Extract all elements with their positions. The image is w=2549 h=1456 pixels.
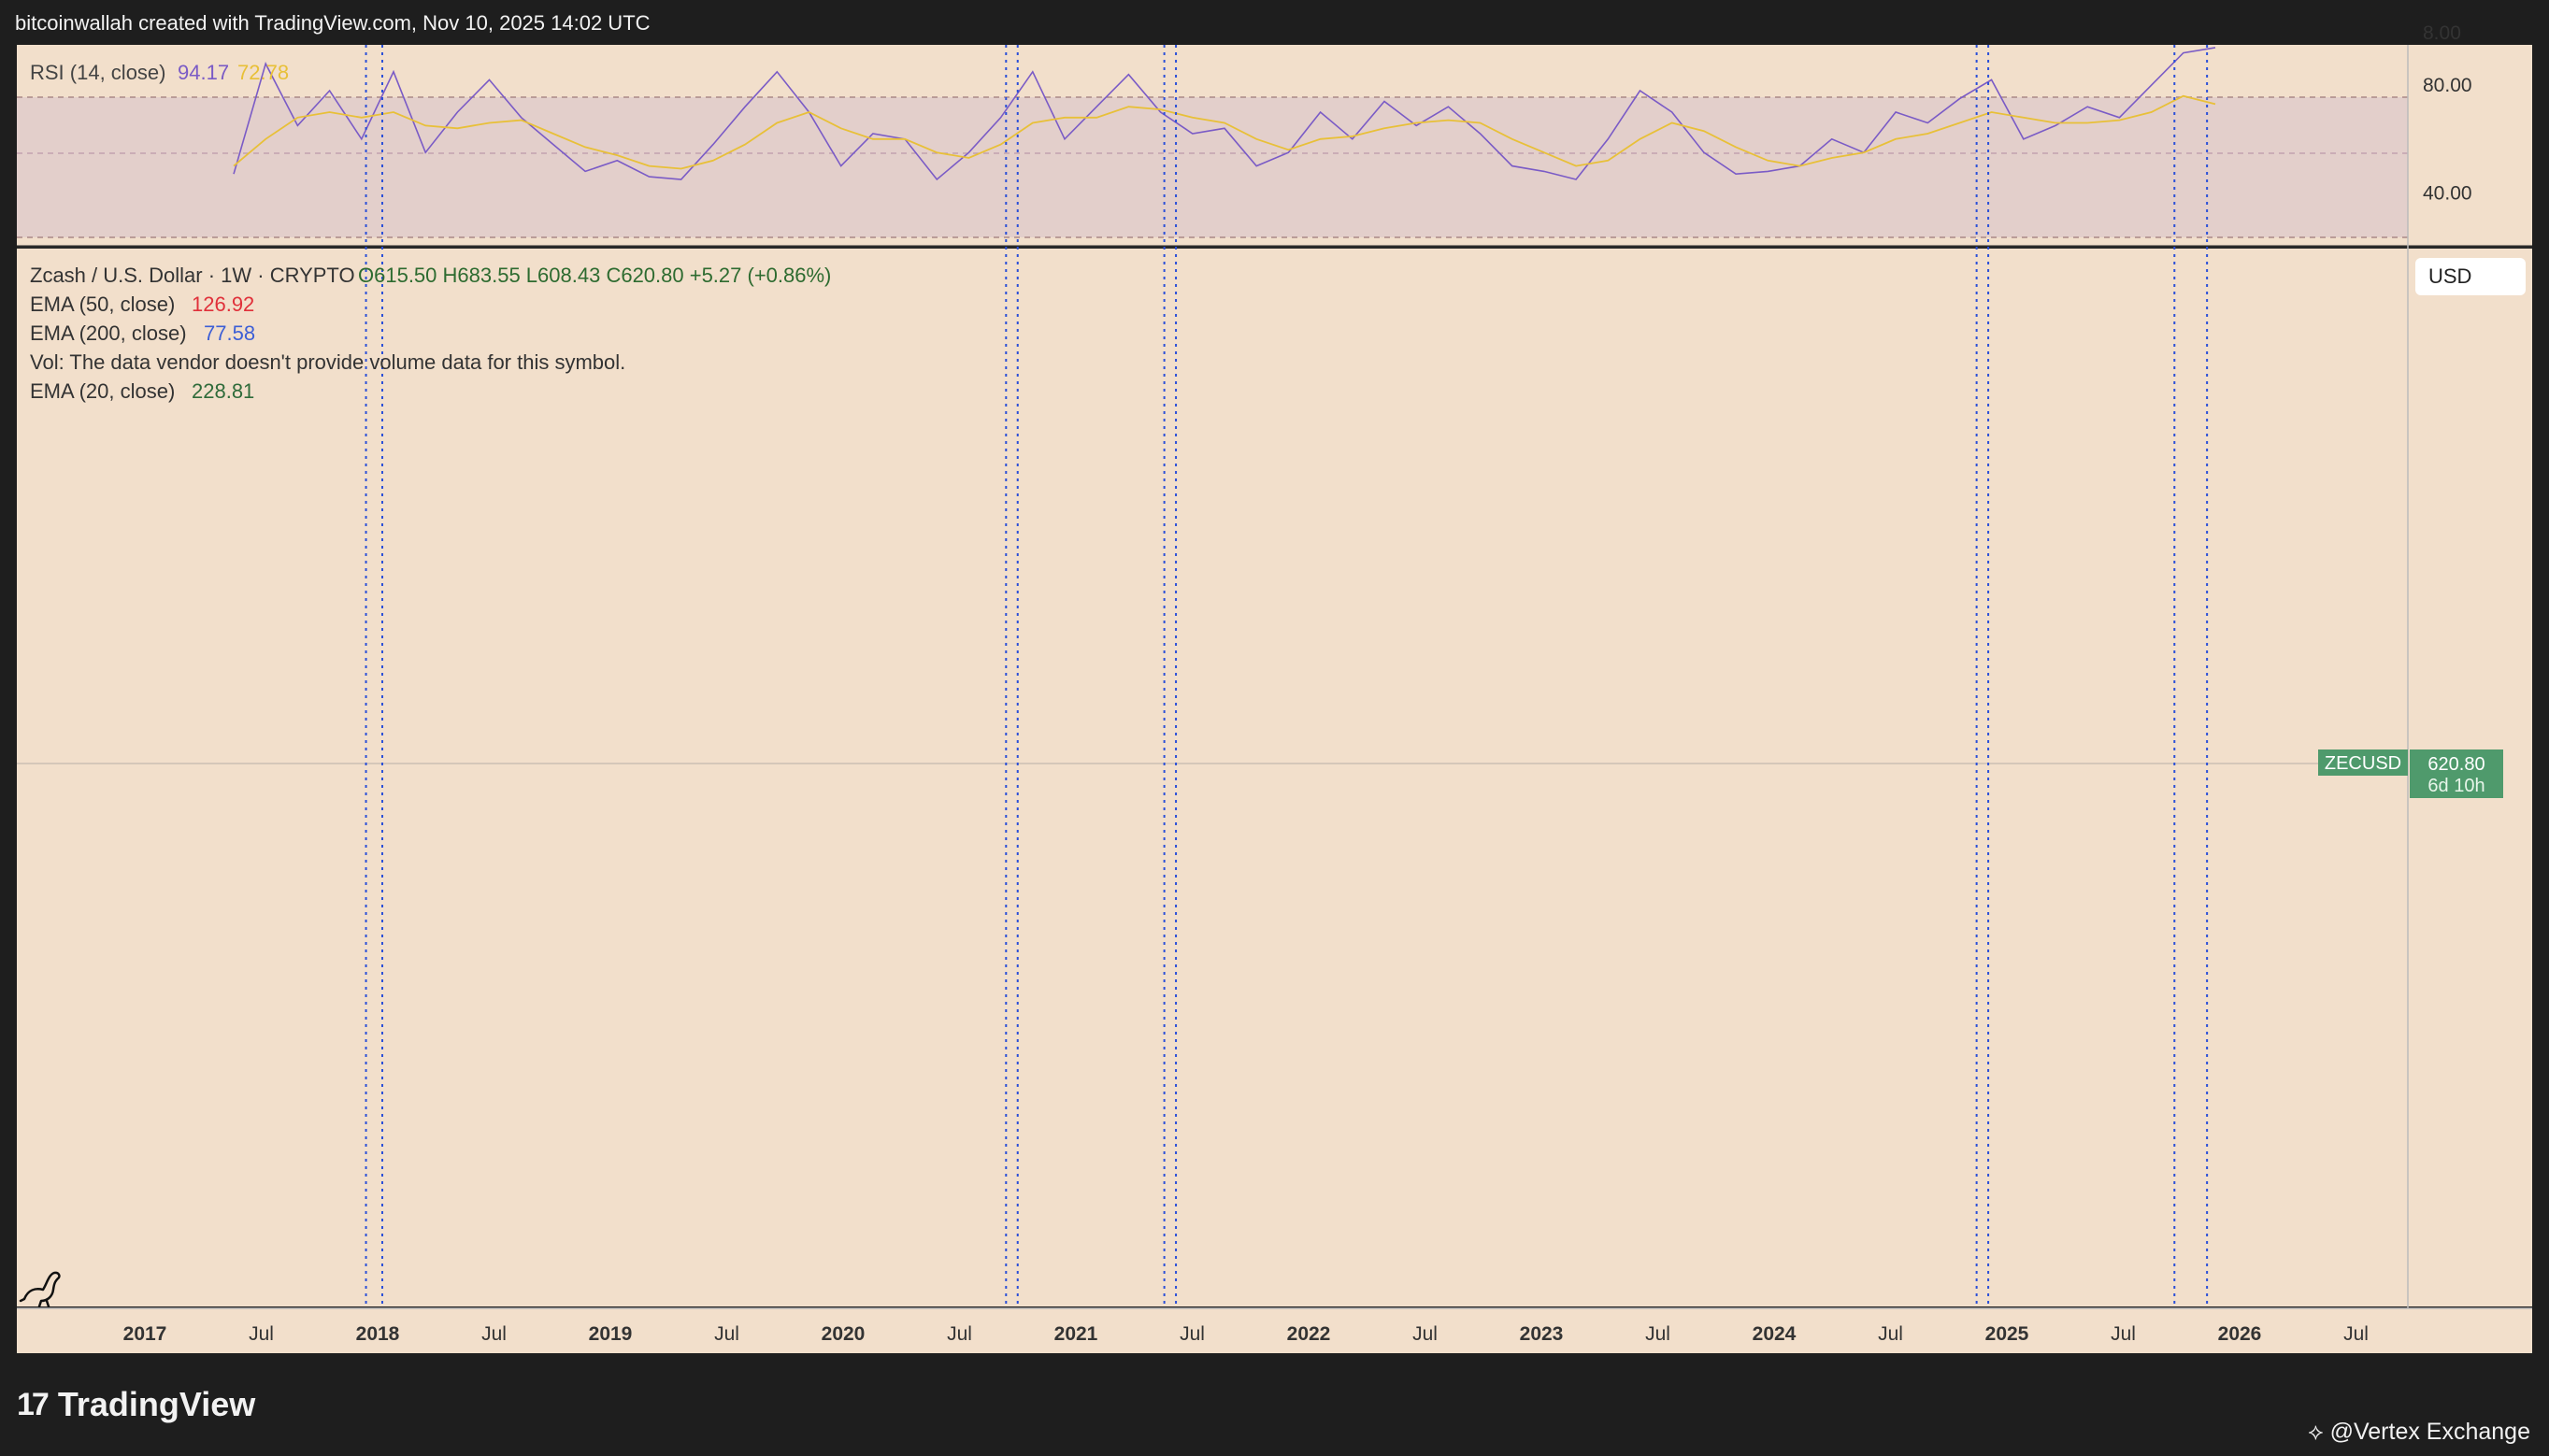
footer-credit: ⟡ @Vertex Exchange	[2308, 1419, 2530, 1446]
currency-selector[interactable]: USD	[2415, 258, 2526, 295]
tv-logo-icon: 17	[17, 1386, 50, 1422]
price-tag	[2410, 749, 2503, 798]
price-axis-label: 8.00	[2423, 22, 2461, 44]
ema20-label: EMA (20, close)	[30, 379, 175, 403]
time-axis-label: Jul	[481, 1323, 507, 1345]
main-panel	[17, 249, 2408, 1306]
time-axis-label: Jul	[1180, 1323, 1205, 1345]
time-axis-label: 2022	[1287, 1323, 1331, 1345]
time-axis-label: Jul	[1412, 1323, 1438, 1345]
rsi-value: 94.17	[178, 61, 229, 84]
symbol-title: Zcash / U.S. Dollar · 1W · CRYPTO	[30, 264, 355, 287]
time-axis-label: Jul	[714, 1323, 739, 1345]
symbol-tag-text: ZECUSD	[2325, 753, 2401, 774]
credit-text: @Vertex Exchange	[2329, 1419, 2530, 1445]
rsi-ma-value: 72.78	[237, 61, 289, 84]
time-axis-label: 2019	[589, 1323, 633, 1345]
rsi-axis-labels: 80.00 40.00	[2423, 75, 2472, 204]
rsi-axis-area	[2408, 45, 2532, 247]
time-axis-label: Jul	[1878, 1323, 1903, 1345]
rsi-title: RSI (14, close)	[30, 61, 166, 84]
symbol-tag	[2318, 749, 2408, 776]
tradingview-logo[interactable]: 17 TradingView	[17, 1385, 255, 1424]
rsi-axis-label: 80.00	[2423, 75, 2472, 96]
rsi-axis-label: 40.00	[2423, 182, 2472, 204]
time-axis-label: Jul	[2343, 1323, 2369, 1345]
chart-header: bitcoinwallah created with TradingView.c…	[15, 11, 651, 35]
rsi-band	[17, 97, 2408, 237]
rsi-line	[233, 47, 2216, 181]
price-axis-labels: 20,000.0013,000.008,000.005,200.003,450.…	[2423, 22, 2461, 44]
price-tag-value: 620.80	[2427, 754, 2485, 775]
rsi-ma-line	[233, 94, 2216, 170]
ema200-label: EMA (200, close)	[30, 321, 187, 345]
brand-name: TradingView	[57, 1385, 256, 1423]
time-axis-label: 2017	[123, 1323, 167, 1345]
time-axis-label: 2026	[2218, 1323, 2262, 1345]
ema50-value: 126.92	[192, 293, 254, 316]
ema200-value: 77.58	[204, 321, 255, 345]
vertex-icon: ⟡	[2308, 1419, 2330, 1445]
time-axis-label: 2025	[1985, 1323, 2029, 1345]
currency-label: USD	[2428, 264, 2472, 288]
rsi-lines	[233, 47, 2216, 181]
time-axis-label: 2018	[356, 1323, 400, 1345]
time-axis-area	[17, 1308, 2532, 1353]
time-axis-labels: 2017 Jul 2018 Jul 2019 Jul 2020 Jul 2021 Jul 2022 J…	[123, 1323, 2369, 1345]
time-axis-label: 2021	[1054, 1323, 1098, 1345]
time-axis-label: Jul	[249, 1323, 274, 1345]
time-axis-label: Jul	[947, 1323, 972, 1345]
ema50-label: EMA (50, close)	[30, 293, 175, 316]
time-axis-label: 2024	[1753, 1323, 1797, 1345]
time-axis-label: Jul	[2111, 1323, 2136, 1345]
cycle-markers	[365, 45, 2209, 1306]
ema20-value: 228.81	[192, 379, 254, 403]
dino-icon[interactable]	[19, 1262, 65, 1308]
time-axis-label: Jul	[1645, 1323, 1670, 1345]
ohlc-readout: O615.50 H683.55 L608.43 C620.80 +5.27 (+…	[358, 264, 831, 287]
time-axis-label: 2023	[1520, 1323, 1564, 1345]
volume-note: Vol: The data vendor doesn't provide vol…	[30, 350, 625, 374]
price-tag-countdown: 6d 10h	[2427, 776, 2485, 796]
time-axis-label: 2020	[822, 1323, 866, 1345]
